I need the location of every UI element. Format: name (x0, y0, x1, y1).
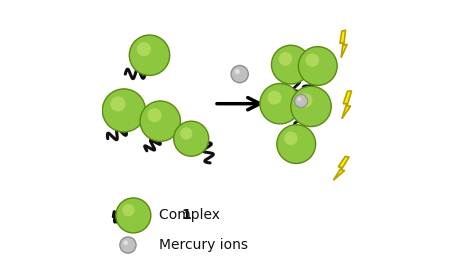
Circle shape (291, 86, 331, 126)
Circle shape (277, 125, 316, 163)
Polygon shape (342, 91, 352, 119)
Circle shape (298, 97, 301, 101)
Circle shape (137, 42, 151, 56)
Circle shape (116, 198, 151, 233)
Circle shape (180, 127, 192, 140)
Circle shape (260, 84, 300, 124)
Circle shape (102, 89, 146, 132)
Polygon shape (340, 30, 347, 58)
Circle shape (120, 237, 136, 253)
Circle shape (272, 45, 310, 84)
Circle shape (122, 204, 135, 216)
Circle shape (267, 91, 282, 105)
Text: Complex: Complex (159, 208, 224, 222)
Circle shape (147, 108, 162, 122)
Circle shape (174, 121, 209, 156)
Circle shape (295, 95, 308, 107)
Circle shape (110, 97, 126, 112)
Circle shape (123, 240, 128, 245)
Circle shape (231, 66, 248, 83)
Circle shape (298, 93, 312, 107)
Circle shape (284, 131, 298, 145)
Circle shape (140, 101, 181, 141)
Text: Mercury ions: Mercury ions (159, 238, 248, 252)
Circle shape (306, 53, 319, 67)
Circle shape (279, 52, 292, 66)
Circle shape (129, 35, 170, 75)
Circle shape (298, 47, 337, 85)
Text: 1: 1 (182, 208, 191, 222)
Polygon shape (333, 156, 349, 180)
Circle shape (235, 69, 240, 74)
